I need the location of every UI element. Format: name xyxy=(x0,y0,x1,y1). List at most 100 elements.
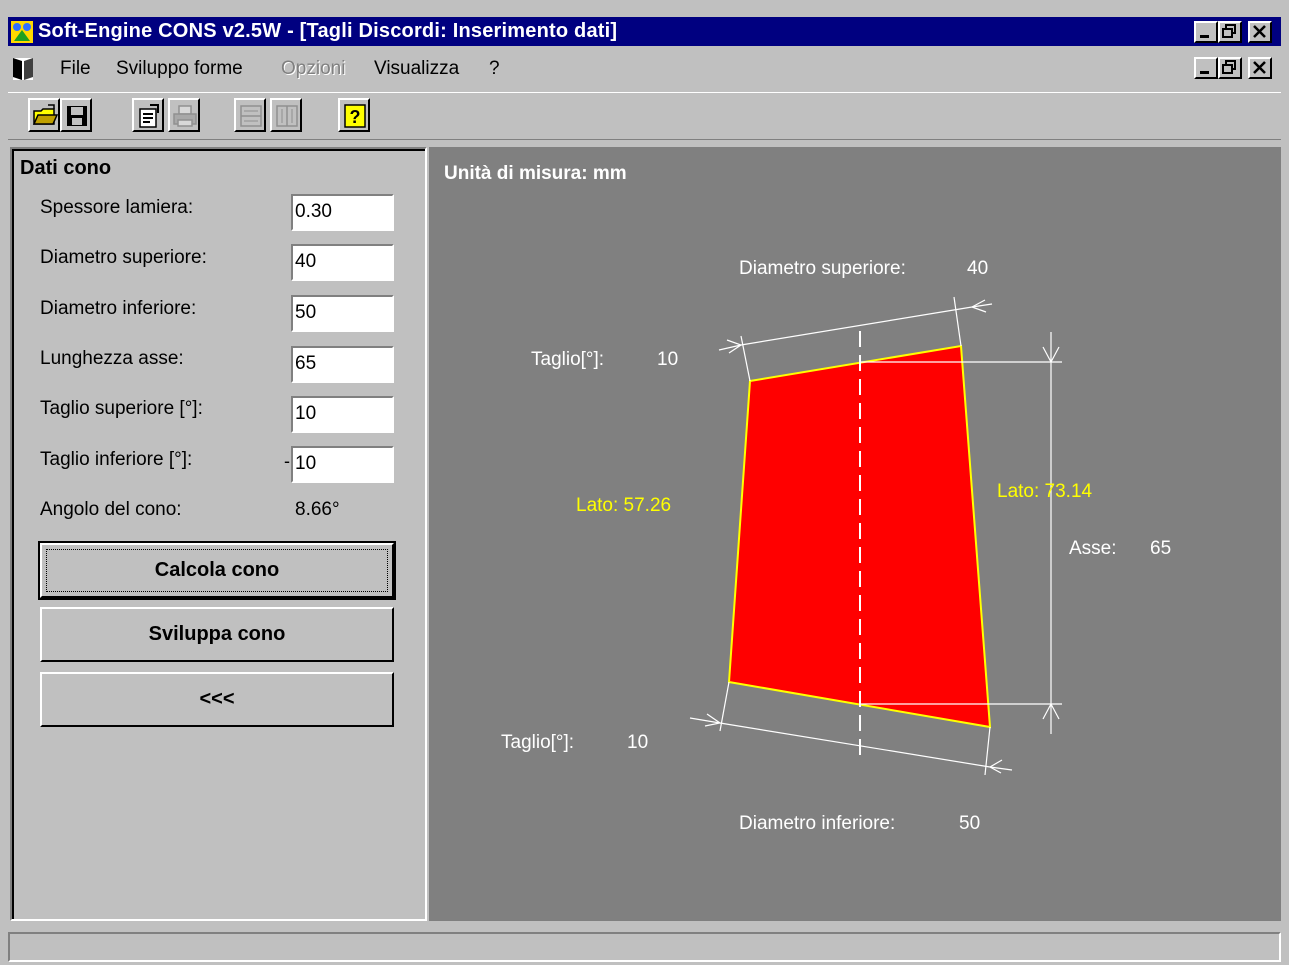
back-button[interactable]: <<< xyxy=(40,672,394,727)
minimize-button[interactable] xyxy=(1194,21,1218,43)
minimize-icon xyxy=(1200,71,1209,74)
taglio-inferiore-sign: - xyxy=(284,451,290,471)
axis-top-arrowhead xyxy=(1042,346,1060,364)
app-icon xyxy=(11,21,33,43)
top-right-arrow-leader xyxy=(971,303,993,308)
tile-vertical-button[interactable] xyxy=(270,98,302,132)
save-button[interactable] xyxy=(60,98,92,132)
bottom-cut-label: Taglio[°]: xyxy=(501,732,574,753)
restore-button[interactable] xyxy=(1218,21,1242,43)
cone-drawing: Diametro superiore: 40 Taglio[°]: 10 Lat… xyxy=(501,258,1171,834)
lunghezza-asse-label: Lunghezza asse: xyxy=(40,348,184,369)
calcola-cono-label: Calcola cono xyxy=(154,559,280,581)
menu-visualizza[interactable]: Visualizza xyxy=(374,58,460,79)
menu-opzioni[interactable]: Opzioni xyxy=(281,58,346,79)
toolbar: ? xyxy=(8,92,1281,140)
doc-restore-button[interactable] xyxy=(1218,57,1242,79)
svg-text:?: ? xyxy=(350,107,361,127)
document-icon[interactable] xyxy=(12,57,34,81)
diametro-inferiore-input[interactable]: 50 xyxy=(291,295,394,332)
bottom-right-arrow-leader xyxy=(989,766,1013,771)
calcola-cono-button[interactable]: Calcola cono xyxy=(38,541,396,600)
taglio-superiore-input[interactable]: 10 xyxy=(291,396,394,433)
spessore-lamiera-label: Spessore lamiera: xyxy=(40,197,194,218)
menu-sviluppo-forme[interactable]: Sviluppo forme xyxy=(116,58,243,79)
close-icon xyxy=(1253,61,1266,74)
bottom-left-extension-line xyxy=(719,681,730,732)
top-right-extension-line xyxy=(953,296,962,347)
help-button[interactable]: ? xyxy=(338,98,370,132)
diametro-superiore-input[interactable]: 40 xyxy=(291,244,394,281)
taglio-inferiore-label: Taglio inferiore [°]: xyxy=(40,449,193,470)
open-folder-icon xyxy=(32,104,58,125)
bottom-left-arrowhead xyxy=(704,713,722,727)
save-disk-icon xyxy=(67,106,87,126)
right-side-label: Lato: 73.14 xyxy=(997,481,1093,502)
top-diameter-dimension-line xyxy=(740,306,973,346)
help-icon: ? xyxy=(344,104,366,128)
top-left-arrowhead xyxy=(726,339,743,354)
restore-icon xyxy=(1222,24,1236,38)
diametro-inferiore-label: Diametro inferiore: xyxy=(40,298,197,319)
bottom-right-arrowhead xyxy=(988,759,1003,774)
bottom-diameter-label: Diametro inferiore: xyxy=(739,813,895,834)
open-button[interactable] xyxy=(28,98,60,132)
title-bar[interactable]: Soft-Engine CONS v2.5W - [Tagli Discordi… xyxy=(8,17,1281,46)
close-button[interactable] xyxy=(1248,21,1272,43)
doc-minimize-button[interactable] xyxy=(1194,57,1218,79)
tile-horizontal-icon xyxy=(240,105,262,127)
top-left-arrow-leader xyxy=(718,344,742,351)
restore-icon xyxy=(1222,60,1236,74)
menu-file[interactable]: File xyxy=(60,58,91,79)
lunghezza-asse-input[interactable]: 65 xyxy=(291,346,394,383)
back-label: <<< xyxy=(199,688,235,710)
left-side-label: Lato: 57.26 xyxy=(576,495,671,516)
top-left-extension-line xyxy=(740,335,751,382)
unit-label: Unità di misura: mm xyxy=(444,163,627,184)
status-bar xyxy=(8,932,1281,962)
sviluppa-cono-label: Sviluppa cono xyxy=(148,623,286,645)
printer-icon xyxy=(173,105,197,127)
top-cut-label: Taglio[°]: xyxy=(531,349,604,370)
taglio-superiore-value: 10 xyxy=(295,403,317,424)
taglio-superiore-label: Taglio superiore [°]: xyxy=(40,398,203,419)
angolo-cono-label: Angolo del cono: xyxy=(40,499,182,520)
doc-close-button[interactable] xyxy=(1248,57,1272,79)
bottom-cut-value: 10 xyxy=(627,732,648,753)
taglio-inferiore-value: 10 xyxy=(295,453,317,474)
diametro-superiore-label: Diametro superiore: xyxy=(40,247,207,268)
bottom-right-extension-line xyxy=(984,726,991,776)
spessore-lamiera-value: 0.30 xyxy=(295,201,332,222)
panel-frame xyxy=(12,149,425,919)
drawing-area: Unità di misura: mm xyxy=(429,147,1281,921)
diametro-superiore-value: 40 xyxy=(295,251,317,272)
minimize-icon xyxy=(1200,35,1209,38)
properties-button[interactable] xyxy=(132,98,164,132)
panel-title: Dati cono xyxy=(20,157,112,179)
tile-horizontal-button[interactable] xyxy=(234,98,266,132)
diametro-inferiore-value: 50 xyxy=(295,302,317,323)
top-right-arrowhead xyxy=(970,299,987,313)
dati-cono-panel: Dati cono Spessore lamiera: 0.30 Diametr… xyxy=(10,147,427,921)
top-diameter-label: Diametro superiore: xyxy=(739,258,906,279)
bottom-diameter-dimension-line xyxy=(719,722,991,768)
angolo-cono-value: 8.66° xyxy=(295,499,340,520)
window-title: Soft-Engine CONS v2.5W - [Tagli Discordi… xyxy=(38,20,618,42)
close-icon xyxy=(1253,25,1266,38)
axis-label: Asse: xyxy=(1069,538,1117,559)
spessore-lamiera-input[interactable]: 0.30 xyxy=(291,194,394,231)
menu-help[interactable]: ? xyxy=(489,58,500,79)
top-diameter-value: 40 xyxy=(967,258,988,279)
print-button[interactable] xyxy=(168,98,200,132)
axis-value: 65 xyxy=(1150,538,1171,559)
lunghezza-asse-value: 65 xyxy=(295,353,317,374)
tile-vertical-icon xyxy=(276,105,298,127)
bottom-diameter-value: 50 xyxy=(959,813,980,834)
sviluppa-cono-button[interactable]: Sviluppa cono xyxy=(40,607,394,662)
properties-icon xyxy=(139,104,159,128)
top-cut-value: 10 xyxy=(657,349,678,370)
taglio-inferiore-input[interactable]: 10 xyxy=(291,446,394,483)
focus-rect xyxy=(46,549,388,592)
menu-bar: File Sviluppo forme Opzioni Visualizza ? xyxy=(8,49,1281,89)
